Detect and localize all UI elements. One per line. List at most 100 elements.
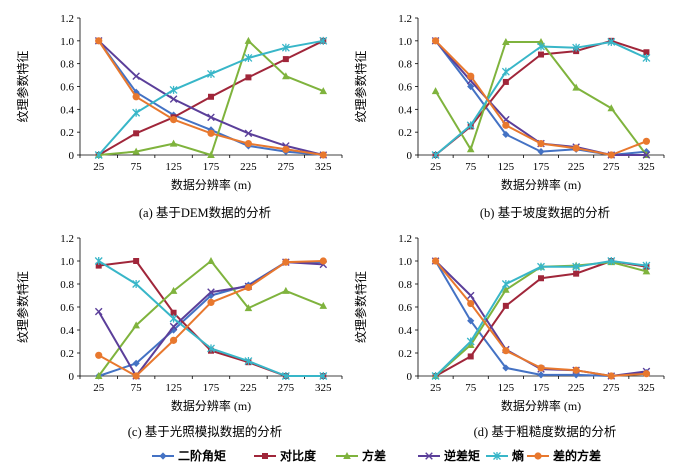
legend-marker <box>262 453 268 459</box>
x-tick-label: 175 <box>203 161 220 173</box>
x-tick-label: 325 <box>638 382 655 394</box>
data-point <box>207 129 215 137</box>
data-point <box>169 95 178 103</box>
series-熵 <box>431 37 651 159</box>
series-line <box>434 41 647 156</box>
data-point <box>607 151 615 159</box>
data-point <box>169 336 178 344</box>
data-point <box>207 257 215 264</box>
data-point <box>642 370 651 378</box>
data-point <box>169 314 178 323</box>
x-tick-label: 275 <box>603 161 620 173</box>
data-point <box>95 37 103 45</box>
x-tick-label: 325 <box>315 382 332 394</box>
series-line <box>434 40 647 156</box>
data-point <box>132 321 140 329</box>
data-point <box>607 257 616 265</box>
data-point <box>607 37 616 46</box>
y-axis-title: 纹理参数特征 <box>15 271 30 343</box>
y-tick-label: 0.8 <box>398 59 412 71</box>
y-tick-label: 0.4 <box>398 104 412 116</box>
y-tick-label: 0.2 <box>60 348 74 360</box>
legend-label: 方差 <box>362 448 386 463</box>
chart-panel-b: 0 0.2 0.4 0.6 0.8 1.0 1.2 25 75 125 175 225 275 325 纹理… <box>353 13 665 220</box>
x-tick-label: 75 <box>465 161 477 173</box>
y-tick-label: 1.0 <box>60 256 74 268</box>
x-tick-label: 125 <box>165 161 182 173</box>
data-point <box>466 291 475 300</box>
data-point <box>537 262 545 271</box>
data-point <box>501 67 510 76</box>
y-tick-label: 1.2 <box>60 233 74 245</box>
series-line <box>434 39 647 156</box>
y-tick-label: 0.6 <box>60 302 74 314</box>
series-差的方差 <box>431 257 651 380</box>
legend-label: 对比度 <box>280 448 317 463</box>
data-point <box>431 372 440 380</box>
series-对比度 <box>95 258 327 379</box>
data-point <box>132 108 141 117</box>
data-point <box>466 337 475 346</box>
panel-caption: (c) 基于光照模拟数据的分析 <box>128 424 283 439</box>
y-tick-label: 0.6 <box>398 82 412 94</box>
data-point <box>319 151 327 159</box>
legend-item: 差的方差 <box>527 448 601 463</box>
legend-marker <box>534 452 542 460</box>
y-tick-label: 1.0 <box>60 36 74 48</box>
data-point <box>132 93 140 101</box>
y-tick-label: 0.8 <box>60 279 74 291</box>
y-tick-label: 1.0 <box>398 36 412 48</box>
x-tick-label: 225 <box>240 161 257 173</box>
data-point <box>502 37 510 45</box>
y-axis-title: 纹理参数特征 <box>353 50 368 122</box>
y-axis-title: 纹理参数特征 <box>15 50 30 122</box>
y-tick-label: 0.2 <box>398 127 412 139</box>
legend-marker <box>159 452 167 460</box>
x-tick-label: 25 <box>93 382 105 394</box>
series-差的方差 <box>95 37 327 159</box>
panel-caption: (b) 基于坡度数据的分析 <box>480 205 610 220</box>
data-point <box>170 309 177 316</box>
legend-marker <box>425 452 433 460</box>
data-point <box>244 53 253 62</box>
data-point <box>207 344 215 353</box>
x-tick-label: 275 <box>603 382 620 394</box>
data-point <box>466 121 475 130</box>
x-tick-label: 75 <box>131 161 143 173</box>
data-point <box>319 36 328 45</box>
data-point <box>572 144 580 152</box>
legend-label: 二阶角矩 <box>178 448 226 463</box>
data-point <box>431 257 440 265</box>
data-point <box>502 347 510 355</box>
panel-caption: (a) 基于DEM数据的分析 <box>139 205 271 220</box>
x-tick-label: 25 <box>430 382 442 394</box>
data-point <box>133 258 140 264</box>
series-line <box>97 261 324 377</box>
y-tick-label: 0.6 <box>398 302 412 314</box>
data-point <box>572 43 581 52</box>
series-方差 <box>94 257 328 379</box>
data-point <box>282 258 290 266</box>
data-point <box>643 49 650 56</box>
legend-marker <box>493 452 501 460</box>
x-tick-label: 325 <box>315 161 332 173</box>
data-point <box>169 85 178 94</box>
data-point <box>502 78 509 85</box>
y-tick-label: 1.2 <box>60 13 74 25</box>
data-point <box>537 42 545 51</box>
data-point <box>642 137 651 145</box>
legend-label: 差的方差 <box>552 448 601 463</box>
y-tick-label: 0.4 <box>60 104 74 116</box>
data-point <box>169 116 178 124</box>
chart-panel-c: 0 0.2 0.4 0.6 0.8 1.0 1.2 25 75 125 175 225 275 325 纹理… <box>15 233 343 439</box>
y-tick-label: 0 <box>407 150 413 162</box>
legend: 二阶角矩 对比度 方差 逆差矩 熵 差的方差 <box>152 448 601 463</box>
data-point <box>94 307 103 316</box>
data-point <box>281 372 290 380</box>
data-point <box>467 317 475 325</box>
data-point <box>501 280 510 288</box>
series-line <box>434 40 647 156</box>
x-tick-label: 225 <box>568 161 585 173</box>
data-point <box>502 285 510 293</box>
data-point <box>208 93 214 100</box>
